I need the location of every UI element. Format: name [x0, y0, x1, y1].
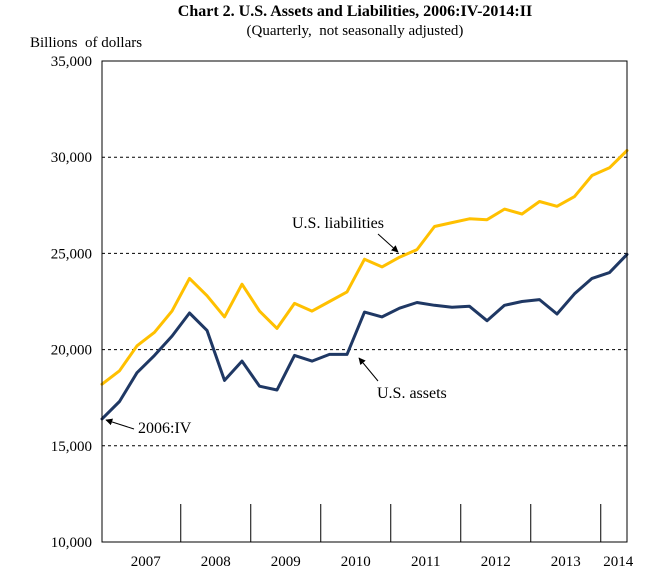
x-tick-label: 2010: [341, 554, 371, 570]
x-tick-label: 2013: [551, 554, 581, 570]
x-tick-label: 2012: [481, 554, 511, 570]
y-axis-label: Billions of dollars: [30, 35, 142, 51]
annotations: U.S. liabilities U.S. assets 2006:IV: [105, 215, 447, 437]
annotation-liabilities-label: U.S. liabilities: [292, 215, 384, 232]
y-tick-label: 15,000: [51, 439, 92, 455]
y-tick-label: 10,000: [51, 535, 92, 551]
chart-subtitle: (Quarterly, not seasonally adjusted): [247, 23, 464, 39]
x-tick-label: 2007: [131, 554, 162, 570]
y-tick-label: 30,000: [51, 150, 92, 166]
annotation-start-label: 2006:IV: [138, 420, 192, 437]
y-tick-label: 25,000: [51, 246, 92, 262]
annotation-liabilities-arrow: [377, 233, 399, 253]
plot-frame: [101, 60, 628, 543]
x-axis-ticks: 2007 2008 2009 2010 2011 2012 2013 2014: [131, 504, 634, 570]
annotation-start-arrow: [105, 418, 135, 430]
y-tick-label: 20,000: [51, 343, 92, 359]
x-tick-label: 2014: [603, 554, 634, 570]
annotation-assets-arrow: [358, 357, 379, 382]
x-tick-label: 2008: [201, 554, 231, 570]
gridlines: [102, 156, 627, 447]
annotation-assets-label: U.S. assets: [377, 385, 447, 402]
y-tick-label: 35,000: [51, 54, 92, 70]
x-tick-label: 2009: [271, 554, 301, 570]
y-axis-ticks: 10,000 15,000 20,000 25,000 30,000 35,000: [51, 54, 92, 551]
series-layer: [100, 149, 629, 421]
chart-title: Chart 2. U.S. Assets and Liabilities, 20…: [178, 3, 532, 20]
series-line-u-s-assets: [100, 252, 629, 421]
x-tick-label: 2011: [411, 554, 440, 570]
series-line-u-s-liabilities: [100, 149, 629, 386]
